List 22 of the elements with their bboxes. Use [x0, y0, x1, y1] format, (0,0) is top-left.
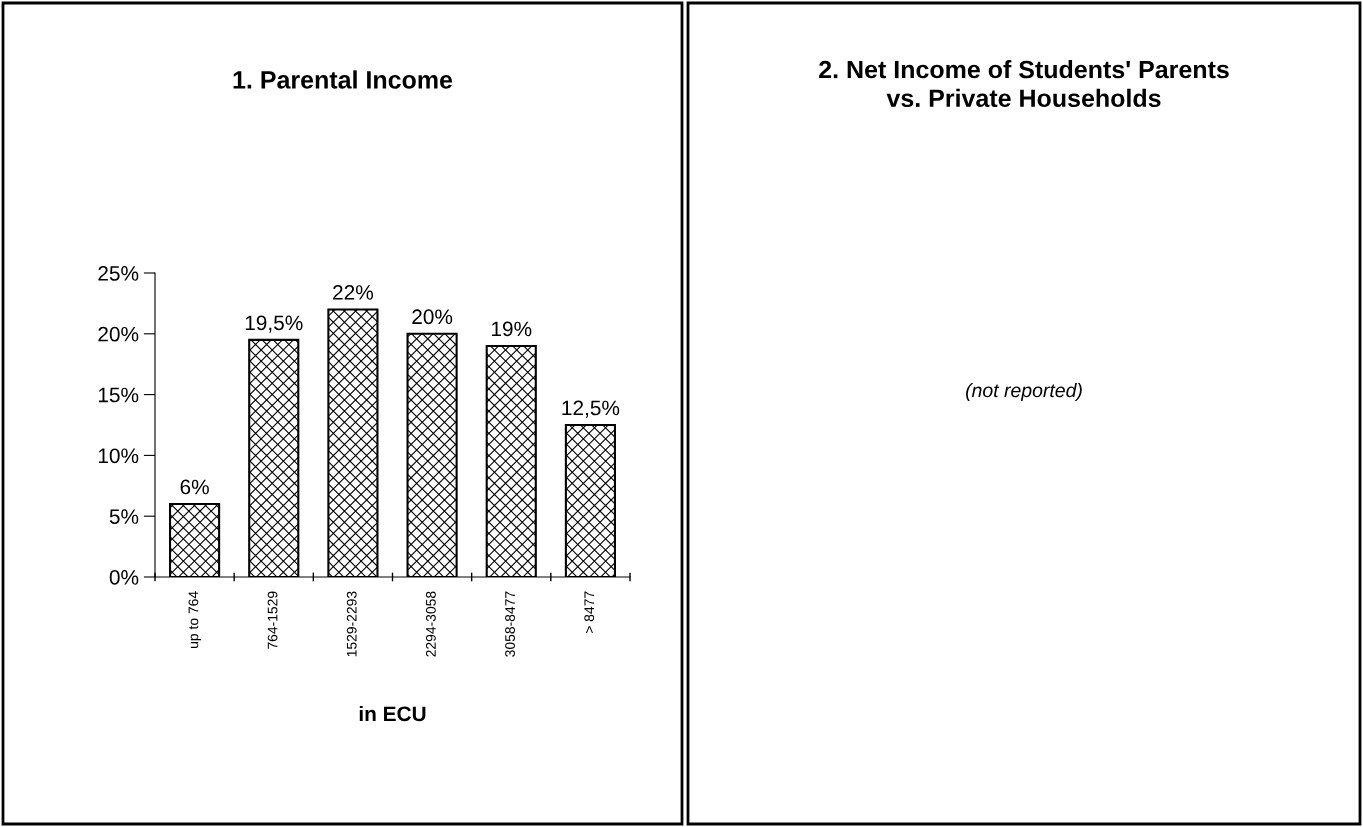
- y-tick-label: 5%: [109, 509, 139, 524]
- y-tick-label: 15%: [98, 387, 139, 403]
- x-axis-title: in ECU: [359, 705, 426, 722]
- data-label: 12,5%: [562, 400, 620, 418]
- x-tick-label: 3058-8477: [505, 591, 515, 657]
- x-tick-label: 1529-2293: [346, 591, 357, 657]
- x-tick-label: > 8477: [584, 591, 595, 634]
- text: (not reported): [966, 382, 1082, 402]
- y-tick-label: 20%: [98, 326, 139, 342]
- text: 2. Net Income of Students' Parents vs. Private Households: [819, 60, 1229, 108]
- y-tick-label: 10%: [98, 448, 139, 464]
- x-tick-label: 764-1529: [267, 591, 278, 649]
- data-label: 22%: [333, 285, 374, 300]
- data-label: 19,5%: [245, 315, 303, 333]
- chart-title: 1. Parental Income: [233, 70, 453, 89]
- y-tick-label: 25%: [98, 266, 139, 281]
- data-label: 20%: [412, 309, 453, 325]
- data-label: 19%: [491, 321, 532, 337]
- y-tick-label: 0%: [109, 570, 139, 585]
- data-label: 6%: [180, 479, 209, 495]
- x-tick-label: 2294-3058: [425, 591, 436, 657]
- x-tick-label: up to 764: [188, 591, 202, 648]
